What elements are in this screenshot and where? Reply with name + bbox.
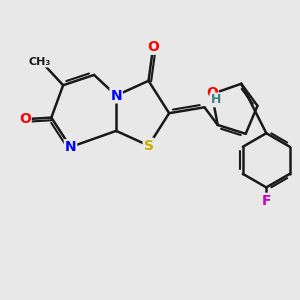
Text: S: S: [143, 139, 154, 153]
Text: H: H: [211, 93, 221, 106]
Text: O: O: [206, 85, 218, 100]
Text: O: O: [19, 112, 31, 126]
Text: CH₃: CH₃: [28, 57, 51, 67]
Text: O: O: [147, 40, 159, 54]
Text: N: N: [65, 140, 76, 154]
Text: N: N: [110, 88, 122, 103]
Text: F: F: [262, 194, 271, 208]
